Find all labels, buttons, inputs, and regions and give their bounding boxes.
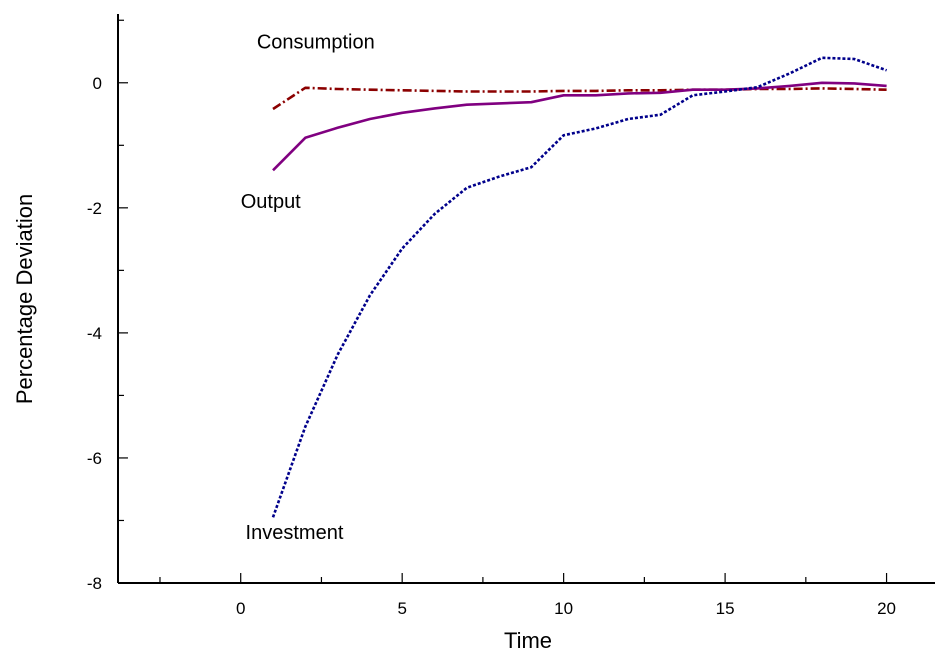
axes <box>117 14 935 584</box>
x-tick-label: 20 <box>877 599 896 618</box>
x-tick-label: 0 <box>236 599 245 618</box>
y-tick-label: 0 <box>93 74 102 93</box>
series-lines <box>271 56 888 518</box>
annotation-consumption: Consumption <box>257 31 375 53</box>
series-line-investment <box>271 56 888 518</box>
tick-marks <box>118 19 888 583</box>
x-tick-label: 15 <box>716 599 735 618</box>
y-tick-label: -4 <box>87 324 102 343</box>
annotation-investment: Investment <box>246 522 344 544</box>
x-axis-label: Time <box>504 628 552 653</box>
y-tick-label: -2 <box>87 199 102 218</box>
x-tick-label: 5 <box>397 599 406 618</box>
y-tick-label: -6 <box>87 449 102 468</box>
y-axis-label: Percentage Deviation <box>12 194 37 404</box>
y-tick-label: -8 <box>87 574 102 593</box>
series-line-output <box>272 81 887 172</box>
x-tick-label: 10 <box>554 599 573 618</box>
tick-labels: 0 5 10 15 20 0 -2 -4 -6 -8 <box>87 74 896 618</box>
series-annotations: Consumption Output Investment <box>241 31 375 544</box>
annotation-output: Output <box>241 191 301 213</box>
series-line-consumption <box>272 86 887 111</box>
